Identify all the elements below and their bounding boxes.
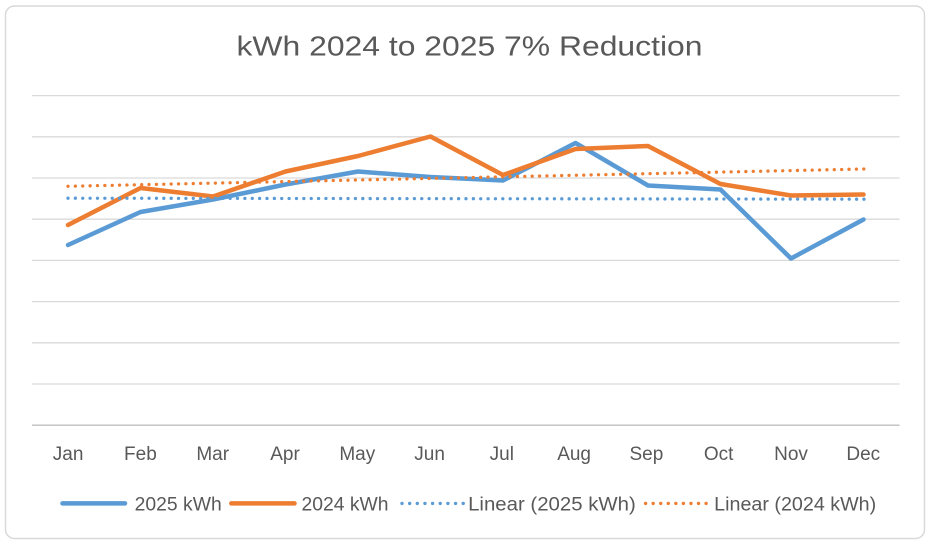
svg-text:2024 kWh: 2024 kWh <box>302 494 389 515</box>
svg-text:kWh 2024 to 2025 7% Reduction: kWh 2024 to 2025 7% Reduction <box>237 31 703 62</box>
svg-text:Nov: Nov <box>774 444 808 465</box>
svg-text:Dec: Dec <box>846 444 880 465</box>
svg-text:Oct: Oct <box>704 444 734 465</box>
svg-text:Feb: Feb <box>124 444 157 465</box>
svg-text:Aug: Aug <box>557 444 591 465</box>
svg-text:2025 kWh: 2025 kWh <box>135 494 222 515</box>
svg-text:Mar: Mar <box>196 444 229 465</box>
svg-text:Jun: Jun <box>414 444 445 465</box>
svg-text:Apr: Apr <box>270 444 300 465</box>
svg-text:Sep: Sep <box>629 444 663 465</box>
svg-text:Linear (2025 kWh): Linear (2025 kWh) <box>468 494 636 515</box>
svg-text:Jul: Jul <box>490 444 514 465</box>
svg-text:Linear (2024 kWh): Linear (2024 kWh) <box>714 494 876 515</box>
svg-text:May: May <box>339 444 375 465</box>
svg-text:Jan: Jan <box>53 444 84 465</box>
